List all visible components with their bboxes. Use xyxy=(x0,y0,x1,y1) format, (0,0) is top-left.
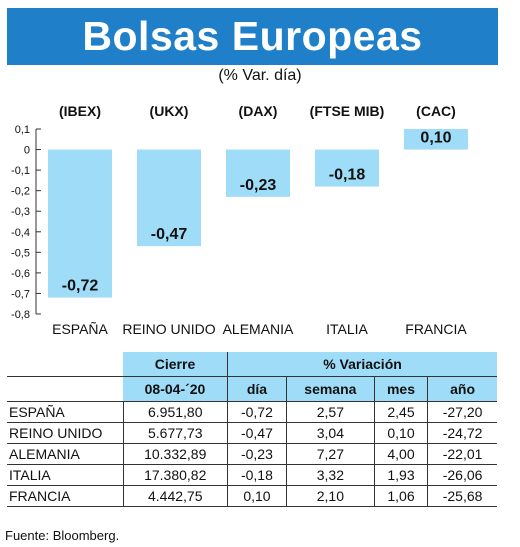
index-label: (CAC) xyxy=(416,103,456,119)
bar xyxy=(404,129,468,150)
row-dia: -0,18 xyxy=(227,464,287,486)
index-label: (UKX) xyxy=(150,103,189,119)
bar xyxy=(315,149,379,187)
row-semana: 7,27 xyxy=(286,443,375,465)
index-label: (DAX) xyxy=(239,103,278,119)
table-row: ESPAÑA 6.951,80 -0,72 2,57 2,45 -27,20 xyxy=(7,401,497,423)
header-dia: día xyxy=(227,376,287,402)
header-mes: mes xyxy=(374,376,429,402)
header-semana: semana xyxy=(286,376,375,402)
y-tick-label: -0,3 xyxy=(11,206,30,218)
category-label: FRANCIA xyxy=(405,321,467,337)
row-anio: -27,20 xyxy=(427,401,497,423)
row-country: ITALIA xyxy=(7,464,124,486)
table-row: FRANCIA 4.442,75 0,10 2,10 1,06 -25,68 xyxy=(7,485,497,507)
header-variacion: % Variación xyxy=(227,352,497,377)
row-anio: -25,68 xyxy=(427,485,497,507)
bar xyxy=(137,149,201,247)
table-row: REINO UNIDO 5.677,73 -0,47 3,04 0,10 -24… xyxy=(7,422,497,444)
data-label: -0,47 xyxy=(151,226,188,243)
row-mes: 1,06 xyxy=(374,485,429,507)
row-mes: 1,93 xyxy=(374,464,429,486)
row-mes: 2,45 xyxy=(374,401,429,423)
y-tick-label: -0,8 xyxy=(11,309,30,321)
index-label: (FTSE MIB) xyxy=(310,103,385,119)
row-country: ALEMANIA xyxy=(7,443,124,465)
row-country: REINO UNIDO xyxy=(7,422,124,444)
row-anio: -24,72 xyxy=(427,422,497,444)
category-label: ESPAÑA xyxy=(52,321,108,337)
y-tick-label: -0,7 xyxy=(11,288,30,300)
table-row: ALEMANIA 10.332,89 -0,23 7,27 4,00 -22,0… xyxy=(7,443,497,465)
table-row: ITALIA 17.380,82 -0,18 3,32 1,93 -26,06 xyxy=(7,464,497,486)
index-label: (IBEX) xyxy=(59,103,101,119)
y-tick-label: 0 xyxy=(24,145,30,157)
data-label: -0,72 xyxy=(62,278,99,295)
row-dia: 0,10 xyxy=(227,485,287,507)
row-mes: 0,10 xyxy=(374,422,429,444)
bar xyxy=(226,149,290,197)
category-label: ITALIA xyxy=(326,321,368,337)
row-semana: 3,04 xyxy=(286,422,375,444)
row-cierre: 17.380,82 xyxy=(123,464,228,486)
row-cierre: 10.332,89 xyxy=(123,443,228,465)
row-cierre: 6.951,80 xyxy=(123,401,228,423)
row-dia: -0,47 xyxy=(227,422,287,444)
market-table: Cierre % Variación 08-04-´20 día semana … xyxy=(7,352,497,507)
header-cierre: Cierre xyxy=(123,352,228,377)
row-dia: -0,72 xyxy=(227,401,287,423)
row-cierre: 5.677,73 xyxy=(123,422,228,444)
y-tick-label: -0,6 xyxy=(11,268,30,280)
chart-subtitle: (% Var. día) xyxy=(218,67,302,84)
row-country: ESPAÑA xyxy=(7,401,124,423)
data-label: -0,18 xyxy=(329,167,366,184)
row-semana: 2,57 xyxy=(286,401,375,423)
bar xyxy=(48,149,112,298)
header-date: 08-04-´20 xyxy=(123,376,228,402)
y-tick-label: -0,4 xyxy=(11,227,30,239)
y-tick-label: -0,2 xyxy=(11,186,30,198)
data-label: -0,23 xyxy=(240,177,277,194)
table-corner-2 xyxy=(7,376,123,402)
chart-title: Bolsas Europeas xyxy=(7,8,498,65)
category-label: REINO UNIDO xyxy=(122,321,215,337)
data-label: 0,10 xyxy=(420,130,451,147)
row-mes: 4,00 xyxy=(374,443,429,465)
row-anio: -26,06 xyxy=(427,464,497,486)
y-tick-label: -0,1 xyxy=(11,165,30,177)
category-label: ALEMANIA xyxy=(223,321,294,337)
bar-chart: 0,10-0,1-0,2-0,3-0,4-0,5-0,6-0,7-0,8-0,7… xyxy=(11,103,468,337)
y-tick-label: -0,5 xyxy=(11,247,30,259)
row-semana: 3,32 xyxy=(286,464,375,486)
row-semana: 2,10 xyxy=(286,485,375,507)
row-anio: -22,01 xyxy=(427,443,497,465)
row-country: FRANCIA xyxy=(7,485,124,507)
header-anio: año xyxy=(427,376,497,402)
row-dia: -0,23 xyxy=(227,443,287,465)
table-corner xyxy=(7,352,123,377)
source-note: Fuente: Bloomberg. xyxy=(5,528,120,543)
row-cierre: 4.442,75 xyxy=(123,485,228,507)
y-tick-label: 0,1 xyxy=(15,124,30,136)
